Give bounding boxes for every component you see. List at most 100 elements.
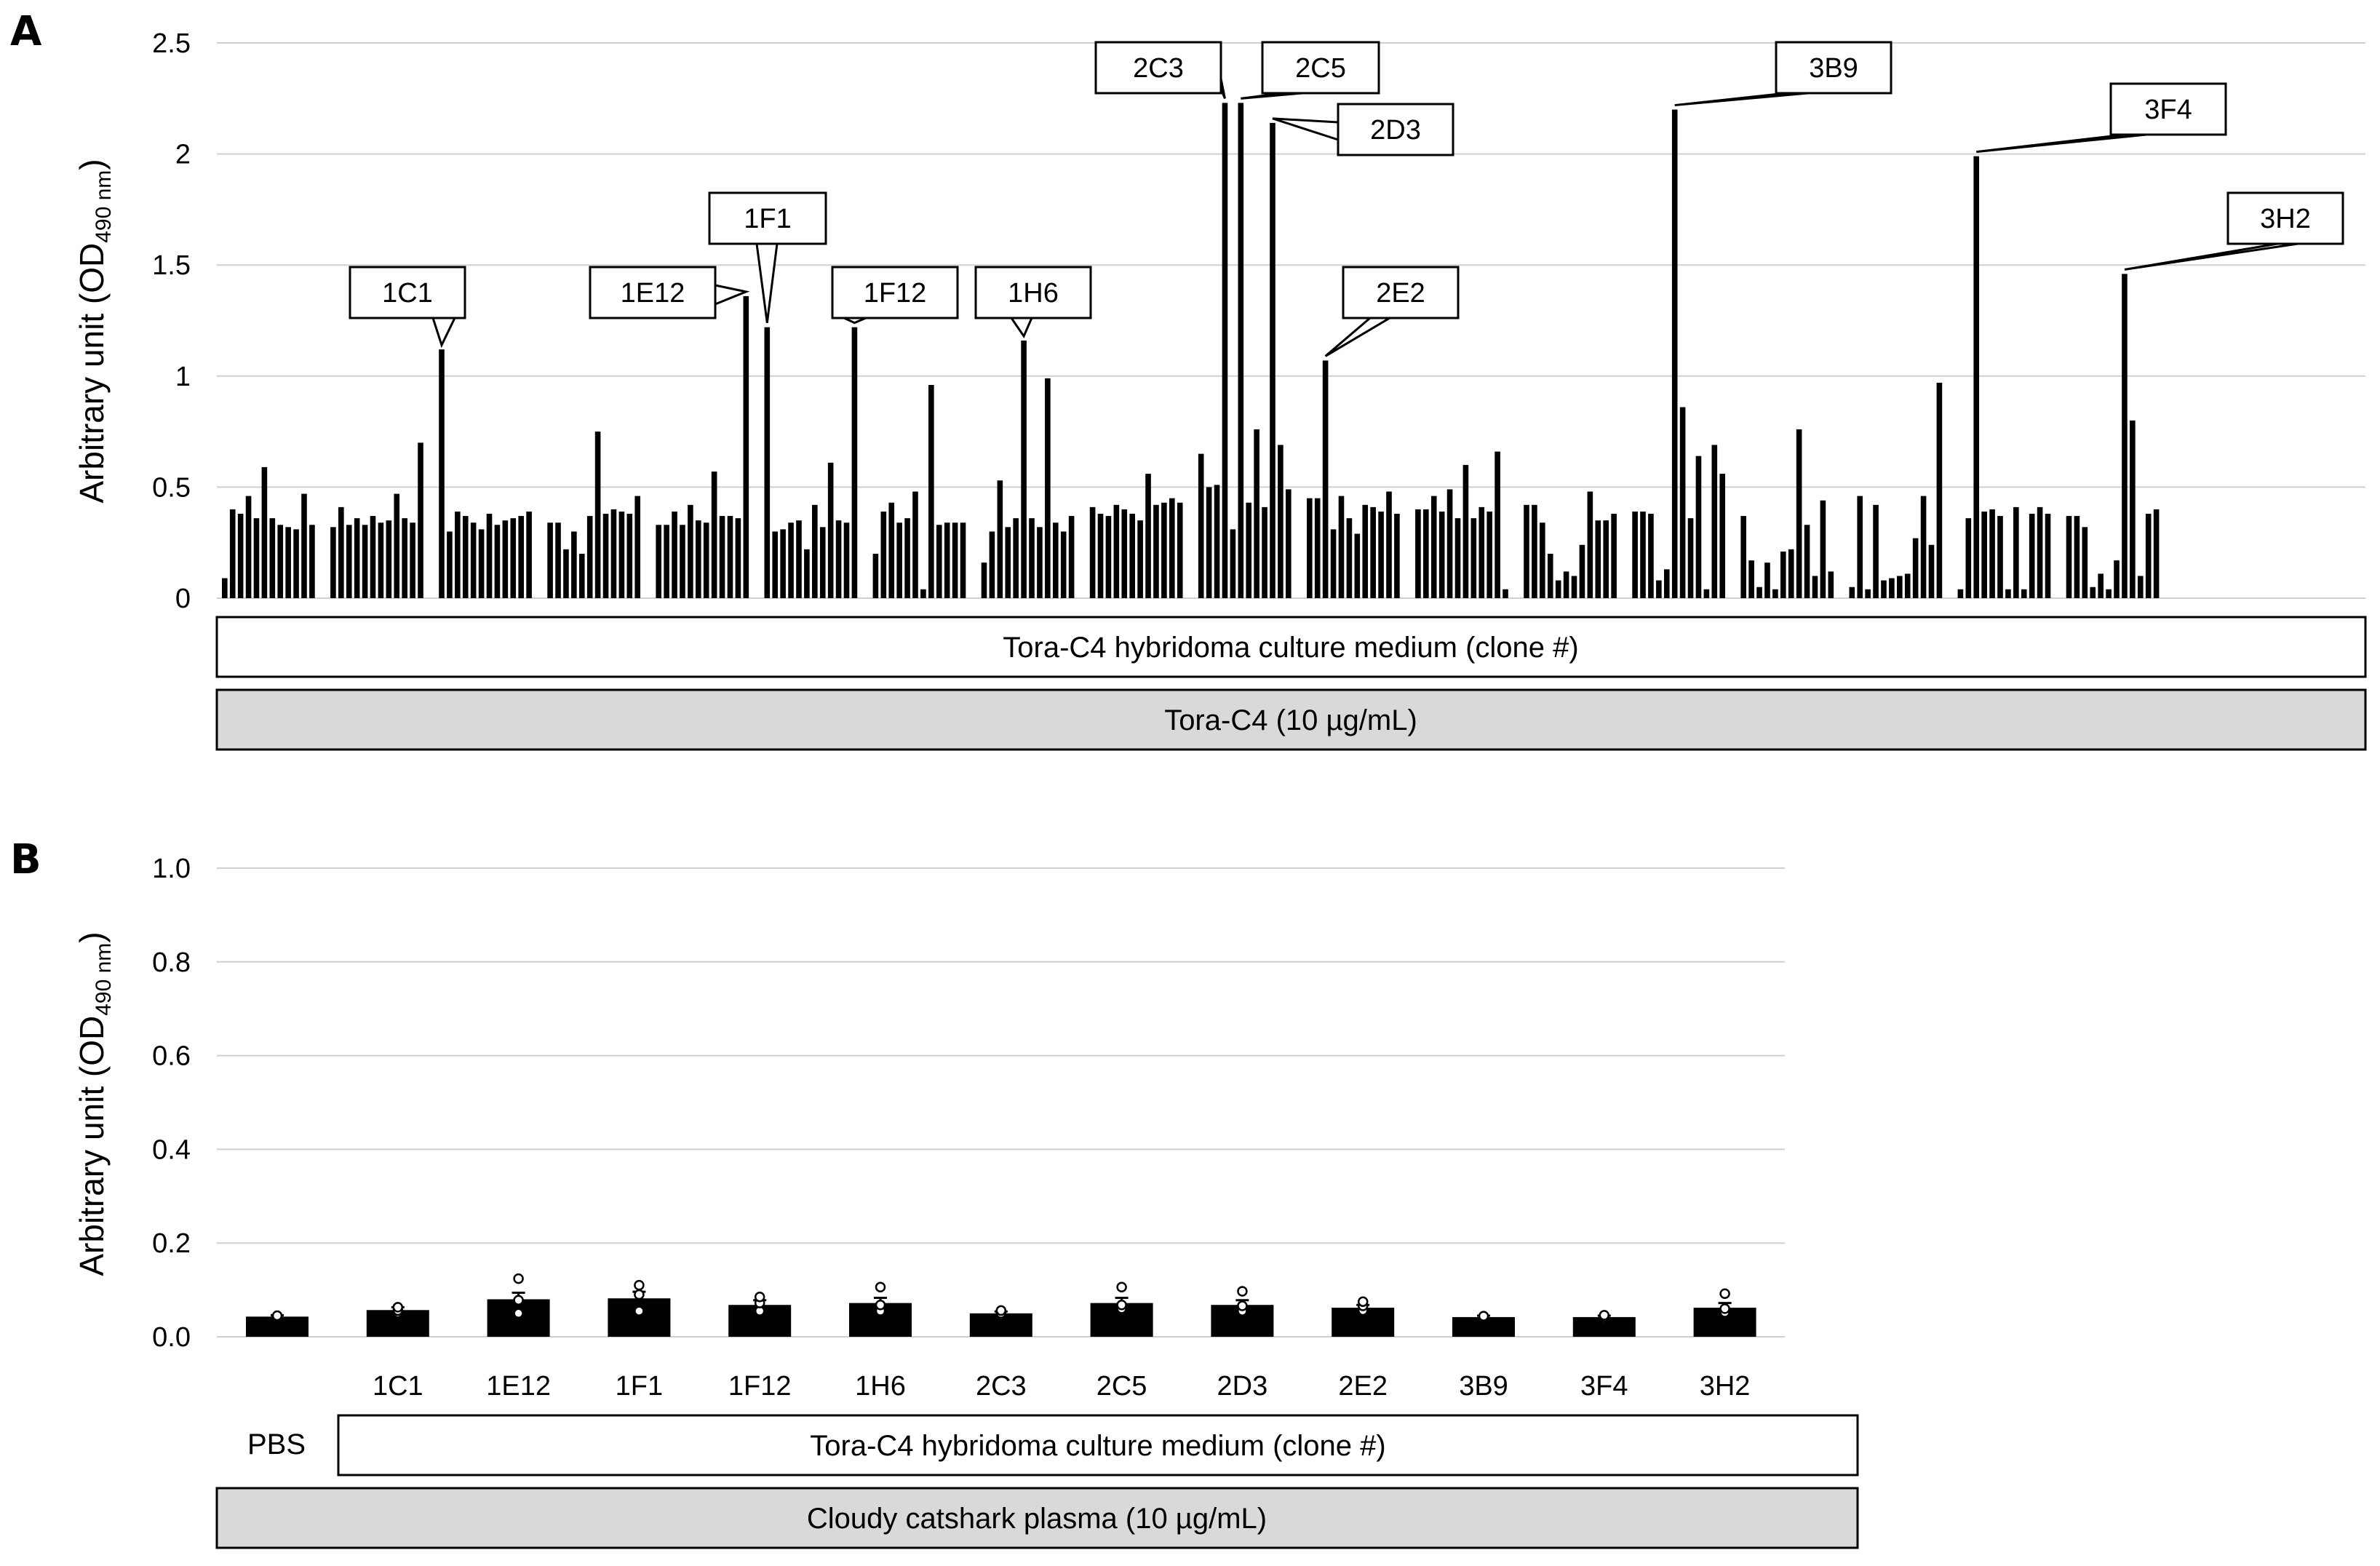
panel-a-bar — [555, 522, 561, 598]
panel-a-bar — [1005, 527, 1011, 598]
panel-a-bar — [1214, 485, 1220, 598]
panel-a-bar — [486, 514, 493, 598]
panel-a-bar — [819, 527, 826, 598]
panel-a-bar — [510, 518, 517, 598]
panel-a-bar — [354, 518, 360, 598]
panel-a-bar — [912, 491, 918, 598]
callout-1f12: 1F12 — [831, 266, 959, 325]
panel-a-bar — [293, 529, 299, 598]
panel-b-x-tick-label: 1F12 — [728, 1371, 792, 1402]
panel-a-bar — [1740, 516, 1746, 598]
callout-box — [349, 266, 466, 319]
panel-a-bar — [1748, 560, 1754, 598]
panel-a-bar — [1532, 504, 1537, 598]
panel-a-bar — [386, 520, 392, 598]
panel-a-bar — [851, 327, 858, 598]
panel-a-bar — [896, 522, 902, 598]
panel-b-clone-box — [337, 1414, 1859, 1476]
panel-a-bar — [1656, 580, 1662, 598]
panel-b-x-tick-label: 2C3 — [976, 1371, 1027, 1402]
panel-b-gridlines — [217, 867, 1785, 1338]
panel-a-bar — [880, 511, 887, 598]
panel-a-bar — [1555, 580, 1561, 598]
panel-a-bar — [1849, 587, 1855, 598]
panel-a-bar — [1928, 544, 1935, 598]
panel-a-bar — [688, 504, 693, 598]
panel-a-bar — [1780, 551, 1786, 598]
panel-a-bar — [719, 516, 725, 598]
panel-b-plasma-box — [215, 1487, 1859, 1549]
panel-b-x-tick-label: 1H6 — [855, 1371, 906, 1402]
callout-label: 2E2 — [1376, 278, 1425, 309]
panel-b-plasma-box-label: Cloudy catshark plasma (10 µg/mL) — [807, 1503, 1267, 1535]
panel-a-bar — [656, 525, 661, 598]
panel-a-bar — [547, 522, 553, 598]
panel-a-bar — [1904, 573, 1911, 598]
panel-a-bar — [410, 522, 415, 598]
panel-a-bar — [1222, 103, 1228, 599]
panel-a-bar — [1587, 491, 1593, 598]
callout-1h6: 1H6 — [974, 266, 1092, 339]
panel-b-data-point — [1116, 1299, 1127, 1311]
panel-a-bar — [222, 578, 228, 598]
panel-b-data-point — [1116, 1281, 1127, 1292]
panel-a-bar — [1068, 516, 1075, 598]
panel-a-bar — [888, 502, 895, 598]
panel-a-bar — [711, 472, 717, 598]
panel-a-antigen-box — [215, 688, 2367, 751]
panel-b-data-point — [634, 1279, 645, 1291]
panel-b-letter: B — [10, 836, 41, 883]
panel-a-bar — [1865, 589, 1871, 598]
panel-a-bar — [237, 514, 244, 598]
callout-1e12: 1E12 — [589, 266, 750, 319]
panel-a-bar — [780, 529, 786, 598]
panel-b-data-point — [1357, 1296, 1369, 1307]
panel-a-bar — [261, 466, 268, 598]
callout-label: 1F1 — [744, 204, 791, 234]
panel-a-bar — [1679, 407, 1686, 598]
callout-2e2: 2E2 — [1324, 266, 1460, 357]
panel-b-data-point — [1719, 1303, 1730, 1314]
panel-a-bar — [462, 516, 469, 598]
panel-a-bar — [1338, 496, 1345, 598]
panel-a-callouts: 1C1 1E12 1F1 1F12 1H6 2C3 2C5 2D3 2E2 3B9 3F4 3H2 — [349, 41, 2344, 357]
panel-a-bar — [1772, 589, 1778, 598]
panel-b-x-tick-label: 3H2 — [1700, 1371, 1751, 1402]
panel-a-bar — [796, 520, 802, 598]
panel-a-bar — [1687, 518, 1694, 598]
panel-a-bar — [518, 516, 524, 598]
callout-1f1: 1F1 — [708, 191, 827, 323]
panel-a-bar — [253, 518, 260, 598]
panel-a-bar — [1857, 496, 1863, 598]
panel-b-data-point — [271, 1310, 283, 1321]
panel-a-bar — [418, 442, 423, 598]
callout-tail — [1976, 133, 2147, 154]
panel-a-bar — [2013, 506, 2019, 598]
panel-b-data-point — [995, 1305, 1007, 1316]
callout-tail — [1324, 317, 1394, 357]
callout-label: 3B9 — [1809, 53, 1858, 84]
panel-a-y-tick-label: 2.5 — [152, 28, 191, 59]
panel-a-bar — [1206, 487, 1212, 598]
panel-a-bar — [1121, 509, 1128, 598]
panel-a-y-label-sub: 490 nm — [92, 170, 116, 243]
callout-3h2: 3H2 — [2124, 191, 2344, 271]
panel-a-bar — [338, 506, 344, 598]
panel-a-bar — [2066, 516, 2072, 598]
callout-label: 3F4 — [2144, 95, 2192, 125]
callout-tail — [1009, 317, 1034, 339]
panel-a-bar — [1089, 506, 1096, 598]
panel-a-bar — [1936, 382, 1943, 598]
callout-3f4: 3F4 — [1976, 82, 2227, 154]
panel-a-y-tick-label: 2 — [175, 140, 191, 170]
panel-a-bar — [1981, 511, 1987, 598]
panel-b-x-tick-label: 2C5 — [1097, 1371, 1147, 1402]
panel-a-bar — [1611, 514, 1617, 598]
panel-b-y-tick-label: 0.8 — [152, 947, 191, 978]
panel-a-bar — [1796, 429, 1802, 598]
panel-a-bar — [1262, 506, 1267, 598]
callout-2c5: 2C5 — [1241, 41, 1380, 100]
panel-a-bar — [1695, 456, 1702, 598]
panel-a-bar — [1145, 474, 1151, 598]
callout-box — [1261, 41, 1380, 95]
